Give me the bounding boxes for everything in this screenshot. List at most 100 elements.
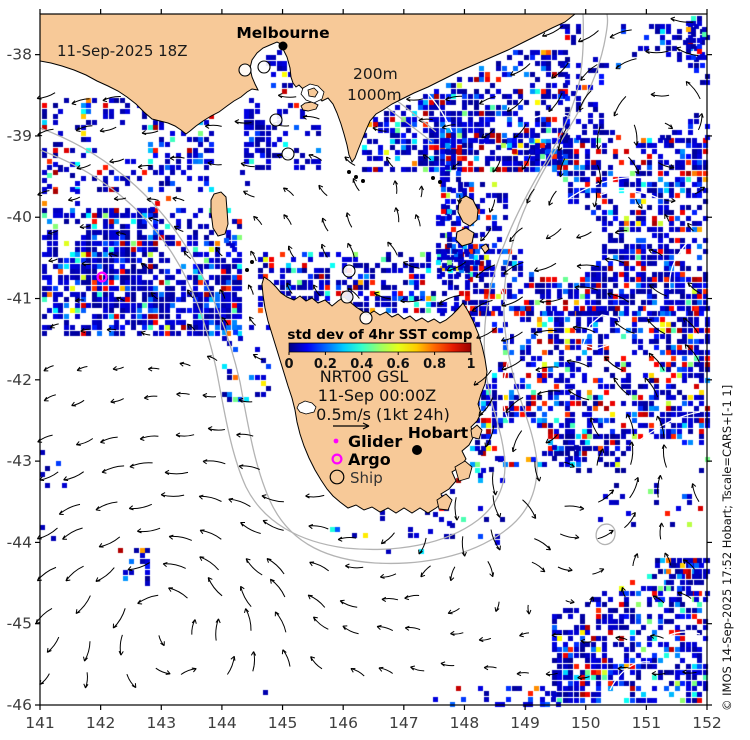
x-tick-label: 141 (25, 714, 55, 732)
current-arrow (202, 393, 216, 399)
valid-time-label: 11-Sep 00:00Z (318, 386, 436, 405)
current-arrow (506, 98, 524, 112)
current-arrow (307, 594, 326, 608)
current-arrow (147, 366, 160, 372)
current-arrow (661, 444, 667, 468)
colorbar-tick-label: 1 (466, 357, 475, 372)
current-arrow (95, 567, 115, 582)
current-arrow (656, 415, 665, 439)
current-arrow (129, 462, 153, 469)
current-arrow (137, 594, 159, 605)
current-arrow (657, 474, 663, 498)
current-arrow (487, 561, 495, 578)
current-arrow (204, 123, 222, 129)
current-arrow (250, 651, 257, 672)
current-arrow (112, 608, 126, 629)
current-arrow (137, 527, 161, 534)
current-arrow (158, 635, 165, 647)
x-tick-label: 144 (207, 714, 237, 732)
current-arrow (381, 596, 399, 603)
landmass-layer (39, 13, 577, 514)
x-tick-label: 151 (632, 714, 662, 732)
current-arrow (176, 391, 190, 397)
current-arrow (128, 503, 153, 511)
current-arrow (676, 46, 699, 57)
current-arrow (302, 114, 320, 120)
current-arrow (242, 190, 255, 198)
current-arrow (613, 96, 627, 117)
y-tick-label: -45 (7, 615, 32, 633)
land-minor-island (300, 101, 319, 112)
current-arrow (580, 64, 598, 81)
current-arrow (162, 562, 186, 569)
current-arrow (199, 556, 219, 571)
current-arrow (248, 316, 257, 326)
land-islet (245, 268, 249, 272)
current-arrow (551, 632, 562, 638)
ship-marker (342, 264, 356, 278)
current-arrow (418, 537, 427, 555)
current-arrow (452, 162, 460, 170)
current-arrow (492, 472, 498, 496)
current-arrow (387, 241, 398, 256)
current-arrow (592, 192, 598, 208)
current-arrow (198, 494, 222, 502)
current-arrow (648, 352, 665, 371)
current-arrow (450, 630, 464, 636)
current-arrow (633, 124, 639, 146)
current-arrow (664, 122, 674, 130)
current-arrow (478, 96, 496, 105)
current-arrow (352, 178, 360, 192)
current-arrow (282, 187, 294, 197)
current-arrow (481, 128, 495, 139)
current-arrow (572, 325, 596, 333)
land-king-island (210, 191, 229, 237)
current-arrow (565, 599, 575, 605)
current-arrow (567, 389, 590, 401)
colorbar-tick-label: 0.6 (387, 357, 410, 372)
current-arrow (43, 365, 54, 372)
ship-marker (281, 147, 295, 161)
ship-marker (269, 113, 283, 127)
current-arrow (148, 216, 160, 222)
current-arrow (687, 282, 701, 294)
current-arrow (576, 263, 600, 269)
current-arrow (691, 483, 700, 502)
current-arrow (310, 656, 323, 670)
current-arrow (682, 559, 695, 570)
current-arrow (535, 366, 559, 373)
current-arrow (180, 667, 197, 675)
current-arrow (281, 649, 291, 667)
y-tick-label: -40 (7, 208, 32, 226)
current-arrow (682, 317, 699, 334)
plot-frame (39, 13, 708, 706)
current-arrow (494, 601, 500, 612)
current-arrow (446, 261, 467, 272)
macquarie-harbour (296, 400, 317, 415)
current-arrow (500, 331, 523, 342)
current-arrow (478, 636, 492, 643)
current-arrow (400, 298, 423, 304)
current-arrow (684, 343, 700, 363)
current-arrow (109, 158, 125, 164)
current-arrow (632, 553, 639, 567)
legend-label-argo: Argo (348, 450, 391, 469)
current-arrow (308, 154, 323, 161)
current-arrow (83, 641, 91, 662)
copyright-text: © IMOS 14-Sep-2025 17:52 Hobart; Tscale=… (720, 385, 734, 711)
current-arrow (63, 471, 85, 481)
current-arrow (339, 599, 358, 608)
current-arrow (238, 464, 260, 470)
current-arrow (228, 497, 251, 508)
current-arrow (580, 638, 592, 644)
current-arrow (337, 536, 357, 542)
current-arrow (558, 158, 566, 178)
y-tick-label: -39 (7, 127, 32, 145)
current-arrow (441, 124, 456, 130)
current-arrow (187, 289, 194, 299)
y-tick-label: -43 (7, 452, 32, 470)
current-arrow (404, 594, 420, 601)
current-arrow (596, 448, 605, 466)
current-arrow (150, 292, 159, 300)
